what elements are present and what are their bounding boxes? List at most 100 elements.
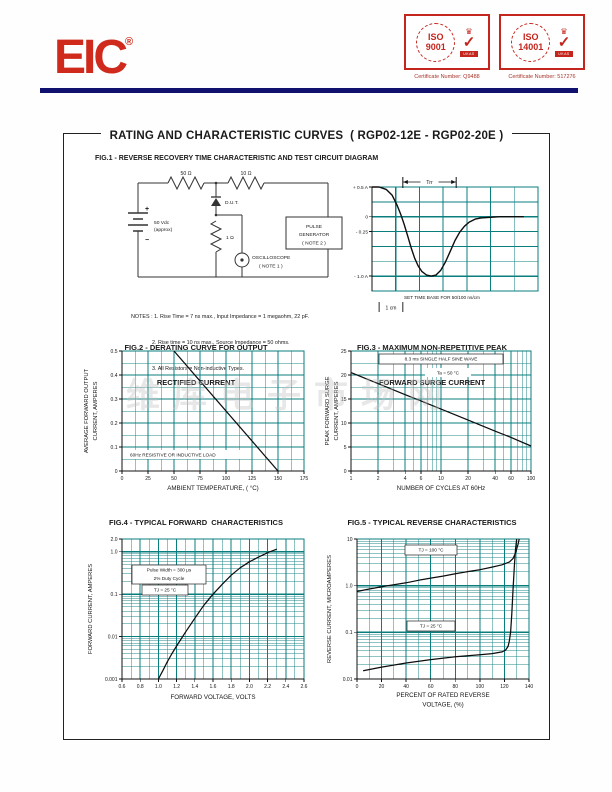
svg-text:1.0: 1.0: [155, 684, 162, 690]
fig1-title: FIG.1 - REVERSE RECOVERY TIME CHARACTERI…: [95, 155, 379, 162]
svg-text:2.2: 2.2: [264, 684, 271, 690]
pulse-generator-box: [285, 216, 343, 250]
svg-text:NUMBER OF CYCLES AT 60Hz: NUMBER OF CYCLES AT 60Hz: [397, 485, 485, 492]
battery-plus: +: [145, 206, 149, 213]
svg-text:0.8: 0.8: [137, 684, 144, 690]
svg-text:- 0.25: - 0.25: [356, 229, 369, 235]
svg-text:150: 150: [274, 476, 283, 482]
svg-text:8.3 ms SINGLE HALF SINE WAVE: 8.3 ms SINGLE HALF SINE WAVE: [405, 357, 478, 362]
svg-text:0: 0: [121, 476, 124, 482]
svg-text:60Hz RESISTIVE OR INDUCTIVE LO: 60Hz RESISTIVE OR INDUCTIVE LOAD: [130, 453, 216, 458]
svg-text:15: 15: [341, 397, 347, 403]
battery-symbol: [128, 212, 148, 232]
checkmark-icon: ✓: [462, 33, 476, 51]
resistor-50ohm: [167, 175, 205, 191]
svg-text:CURRENT, AMPERES: CURRENT, AMPERES: [93, 381, 99, 440]
svg-text:0.1: 0.1: [111, 445, 118, 451]
svg-text:60: 60: [508, 476, 514, 482]
svg-text:SET TIME BASE FOR 50/100 ns/c: SET TIME BASE FOR 50/100 ns/cm: [404, 295, 480, 300]
svg-text:25: 25: [341, 349, 347, 355]
svg-text:10: 10: [341, 421, 347, 427]
svg-text:80: 80: [453, 684, 459, 690]
svg-text:75: 75: [197, 476, 203, 482]
battery-voltage: 50 Vdc: [154, 220, 170, 226]
svg-text:Trr: Trr: [426, 180, 433, 186]
svg-text:GENERATOR: GENERATOR: [299, 232, 330, 238]
svg-text:TJ = 100 °C: TJ = 100 °C: [419, 548, 445, 553]
crown-icon: ♛: [560, 26, 568, 36]
resistor-1ohm: [209, 220, 223, 253]
svg-text:TJ = 25 °C: TJ = 25 °C: [420, 624, 443, 629]
svg-text:20: 20: [379, 684, 385, 690]
svg-text:1.0: 1.0: [111, 550, 118, 556]
r1-label: 50 Ω: [180, 171, 191, 177]
svg-text:100: 100: [476, 684, 485, 690]
svg-text:0: 0: [115, 469, 118, 475]
iso-14001-stamp: ISO 14001 ♛ ✓ UKAS Certificate Number: 5…: [499, 14, 585, 80]
certificate-number: Certificate Number: Q9488: [414, 74, 480, 80]
svg-text:PEAK FORWARD SURGE: PEAK FORWARD SURGE: [325, 376, 331, 445]
svg-text:2.4: 2.4: [282, 684, 289, 690]
svg-text:1: 1: [350, 476, 353, 482]
fig3-title: FIG.3 - MAXIMUM NON-REPETITIVE PEAK FORW…: [356, 343, 507, 387]
ukas-badge: UKAS: [555, 50, 573, 57]
svg-text:1.0: 1.0: [346, 584, 353, 590]
svg-text:1.2: 1.2: [173, 684, 180, 690]
svg-text:2.0: 2.0: [111, 537, 118, 543]
fig5-chart: TJ = 100 °C TJ = 25 °C 0 20 40 60 80 100 120 140 1…: [327, 537, 533, 709]
iso-9001-stamp: ISO 9001 ♛ ✓ UKAS Certificate Number: Q9…: [404, 14, 490, 80]
svg-text:VOLTAGE, (%): VOLTAGE, (%): [422, 702, 463, 709]
oscilloscope-label: OSCILLOSCOPE: [252, 255, 291, 261]
svg-text:0: 0: [356, 684, 359, 690]
svg-text:10: 10: [438, 476, 444, 482]
fig1-notes: NOTES : 1. Rise Time = 7 ns max., Input …: [131, 314, 309, 372]
svg-text:Pulse Width = 300 μs: Pulse Width = 300 μs: [147, 568, 192, 573]
test-circuit-diagram: 50 Ω 10 Ω + − 50 Vdc (approx) D.U.T. 1 Ω…: [128, 171, 343, 278]
resistor-10ohm: [227, 175, 265, 191]
svg-text:0.3: 0.3: [111, 397, 118, 403]
iso-stamps: ISO 9001 ♛ ✓ UKAS Certificate Number: Q9…: [404, 14, 585, 80]
svg-text:60: 60: [428, 684, 434, 690]
battery-minus: −: [145, 237, 149, 244]
svg-text:AVERAGE FORWARD OUTPUT: AVERAGE FORWARD OUTPUT: [84, 368, 90, 453]
svg-text:( NOTE 2 ): ( NOTE 2 ): [302, 241, 326, 247]
svg-text:100: 100: [527, 476, 536, 482]
svg-text:0.4: 0.4: [111, 373, 118, 379]
svg-text:2: 2: [377, 476, 380, 482]
svg-text:0: 0: [344, 469, 347, 475]
svg-text:0.01: 0.01: [343, 677, 353, 683]
ukas-badge: UKAS: [460, 50, 478, 57]
fig3-chart: 8.3 ms SINGLE HALF SINE WAVE Ta = 50 °C 1 2…: [325, 349, 536, 492]
eic-logo-text: EIC: [54, 31, 128, 84]
fig2-chart: 60Hz RESISTIVE OR INDUCTIVE LOAD 0 25 50 75 1…: [84, 349, 308, 492]
fig4-chart: Pulse Width = 300 μs 2% Duty Cycle TJ = 25…: [88, 537, 308, 701]
svg-text:1.8: 1.8: [228, 684, 235, 690]
svg-text:( NOTE 1 ): ( NOTE 1 ): [259, 264, 283, 270]
diode-icon: [211, 198, 221, 206]
header-divider: [40, 88, 578, 93]
page-title: RATING AND CHARACTERISTIC CURVES ( RGP02…: [63, 126, 550, 144]
iso-9001-seal: ISO 9001: [416, 22, 456, 62]
checkmark-icon: ✓: [557, 33, 571, 51]
pulse-generator-label: PULSE: [306, 224, 323, 230]
eic-logo: EIC®: [54, 14, 133, 86]
r2-label: 10 Ω: [240, 171, 251, 177]
svg-text:TJ = 25 °C: TJ = 25 °C: [154, 588, 177, 593]
svg-text:0.6: 0.6: [119, 684, 126, 690]
svg-text:1.4: 1.4: [191, 684, 198, 690]
svg-text:25: 25: [145, 476, 151, 482]
svg-text:4: 4: [404, 476, 407, 482]
svg-text:FORWARD VOLTAGE, VOLTS: FORWARD VOLTAGE, VOLTS: [171, 694, 256, 701]
svg-text:2.6: 2.6: [301, 684, 308, 690]
svg-text:10: 10: [347, 537, 353, 543]
svg-text:0.2: 0.2: [111, 421, 118, 427]
registered-icon: ®: [125, 36, 134, 48]
svg-text:REVERSE CURRENT, MICROAMPERES: REVERSE CURRENT, MICROAMPERES: [327, 555, 333, 663]
fig5-title: FIG.5 - TYPICAL REVERSE CHARACTERISTICS: [347, 518, 517, 527]
r3-label: 1 Ω: [226, 235, 234, 241]
svg-text:+ 0.5 A: + 0.5 A: [353, 185, 369, 191]
svg-text:0.001: 0.001: [105, 677, 118, 683]
battery-approx: (approx): [154, 227, 173, 233]
svg-text:40: 40: [492, 476, 498, 482]
